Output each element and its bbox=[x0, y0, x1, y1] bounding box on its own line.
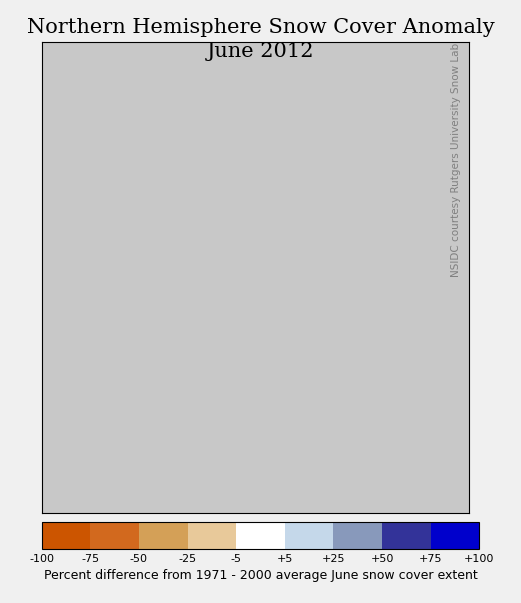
Text: NSIDC courtesy Rutgers University Snow Lab: NSIDC courtesy Rutgers University Snow L… bbox=[451, 43, 461, 277]
Text: Percent difference from 1971 - 2000 average June snow cover extent: Percent difference from 1971 - 2000 aver… bbox=[44, 569, 477, 582]
Text: Northern Hemisphere Snow Cover Anomaly: Northern Hemisphere Snow Cover Anomaly bbox=[27, 18, 494, 37]
Text: June 2012: June 2012 bbox=[207, 42, 314, 62]
